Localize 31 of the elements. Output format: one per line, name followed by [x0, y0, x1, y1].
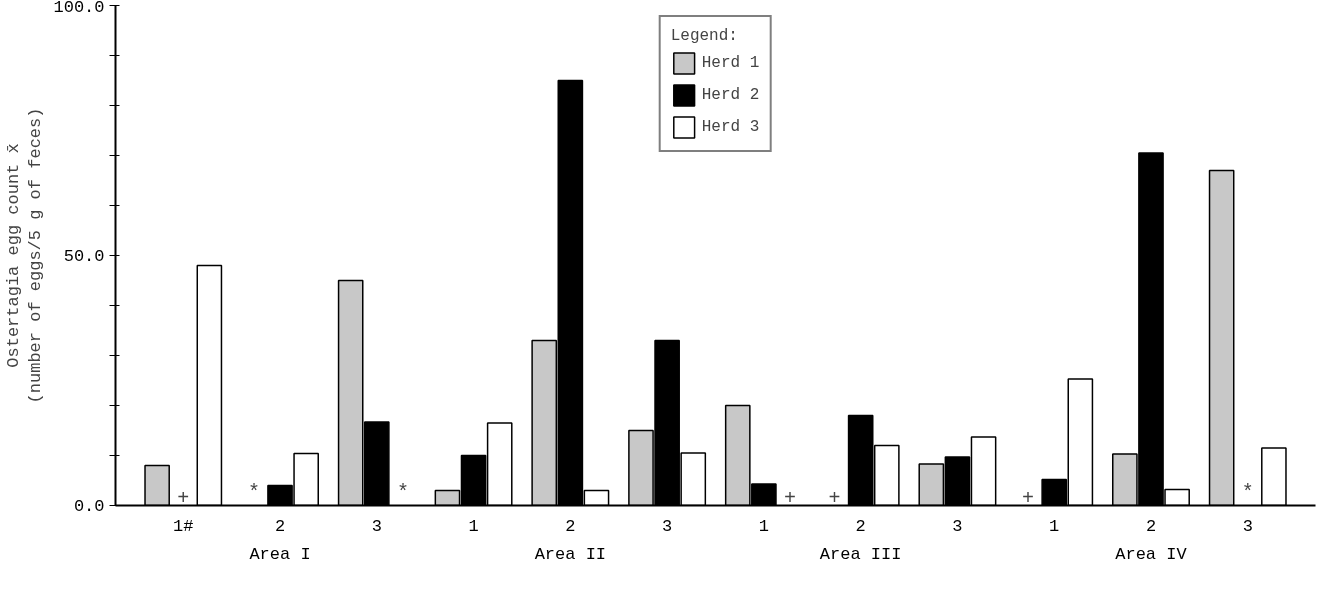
text: Area IV [1115, 544, 1188, 564]
x-tick-label: 1 [468, 516, 479, 536]
y-tick-label: 100.0 [53, 0, 105, 17]
legend-label: Herd 2 [701, 86, 760, 104]
x-tick-label: 1 [758, 516, 769, 536]
text: + [828, 486, 841, 510]
legend-label: Herd 3 [701, 118, 760, 136]
x-tick-label: 2 [1145, 516, 1157, 536]
x-tick-label: 3 [952, 516, 963, 536]
y-tick-label: 0.0 [73, 497, 105, 516]
text: + [177, 486, 190, 510]
text: * [247, 480, 260, 504]
text: * [1241, 480, 1254, 504]
x-tick-label: 2 [855, 516, 866, 536]
y-axis-title: Ostertagia egg count x̄ (number of eggs/5 g of feces) [3, 107, 46, 404]
x-tick-label: 1 [1049, 516, 1060, 536]
text: Area I [249, 544, 311, 564]
x-tick-label: 3 [662, 516, 673, 536]
x-tick-label: 3 [1242, 516, 1253, 536]
x-tick-label: 1# [173, 516, 194, 536]
legend-title: Legend: [670, 27, 739, 45]
text: + [1022, 486, 1035, 510]
legend-label: Herd 1 [701, 54, 760, 72]
y-tick-label: 50.0 [63, 247, 105, 266]
text: + [784, 486, 797, 510]
text: Area II [534, 544, 607, 564]
text: Area III [819, 544, 902, 564]
text: * [396, 480, 409, 504]
x-tick-label: 2 [274, 516, 286, 536]
x-tick-label: 3 [371, 516, 382, 536]
x-tick-label: 2 [565, 516, 576, 536]
